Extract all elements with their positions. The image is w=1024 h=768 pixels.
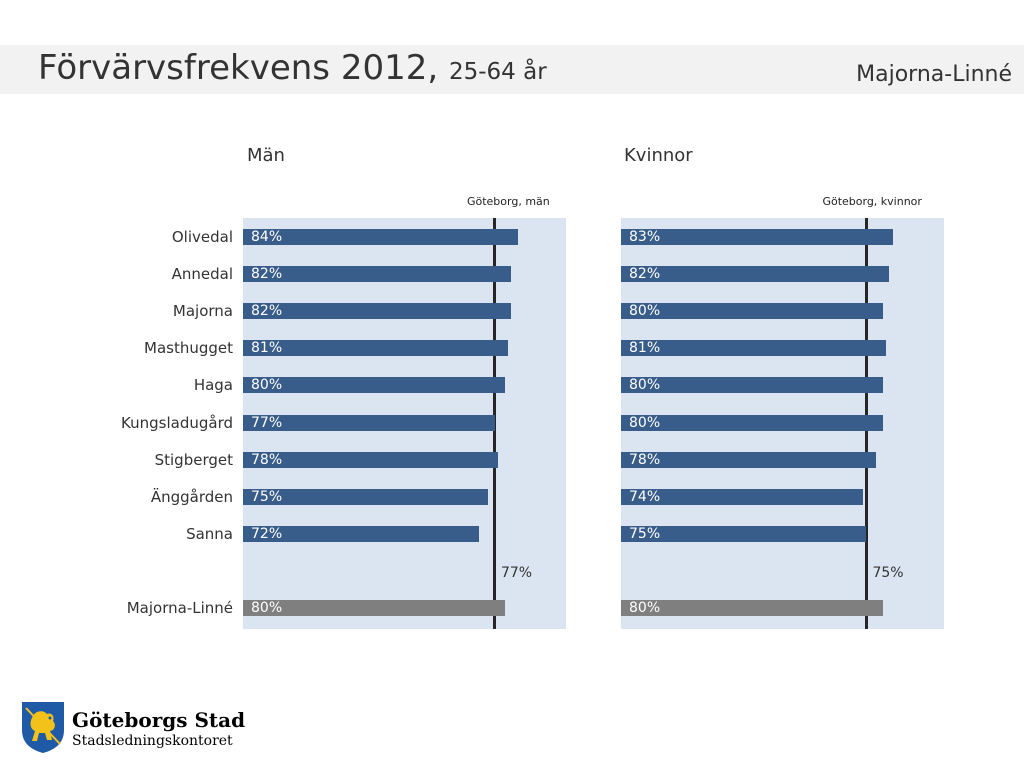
- category-label: Majorna: [172, 302, 233, 320]
- bar-value-label: 80%: [629, 377, 661, 393]
- category-label: Majorna-Linné: [126, 599, 233, 617]
- bar-value-label: 80%: [629, 415, 661, 431]
- bar: 75%: [621, 526, 867, 542]
- bar: 80%: [621, 415, 883, 431]
- bar: 81%: [243, 340, 509, 356]
- bar-value-label: 81%: [251, 340, 283, 356]
- header-band: [0, 45, 1024, 94]
- bar-value-label: 72%: [251, 526, 283, 542]
- reference-line: [493, 218, 497, 629]
- dept-name: Stadsledningskontoret: [72, 733, 233, 749]
- bar: 80%: [621, 600, 883, 616]
- bar-value-label: 82%: [251, 266, 283, 282]
- bar-value-label: 82%: [251, 303, 283, 319]
- reference-value-label: 75%: [872, 565, 904, 581]
- bar-value-label: 84%: [251, 229, 283, 245]
- bar-value-label: 74%: [629, 489, 661, 505]
- bar: 82%: [243, 266, 512, 282]
- bar: 75%: [243, 489, 489, 505]
- category-label: Masthugget: [144, 339, 233, 357]
- title-main: Förvärvsfrekvens 2012,: [38, 48, 439, 88]
- chart-title: Kvinnor: [624, 145, 693, 166]
- bar: 83%: [621, 229, 893, 245]
- bar-value-label: 78%: [251, 452, 283, 468]
- bar-value-label: 80%: [629, 303, 661, 319]
- bar-value-label: 78%: [629, 452, 661, 468]
- org-name: Göteborgs Stad: [72, 708, 246, 732]
- bar: 84%: [243, 229, 518, 245]
- category-label: Stigberget: [154, 451, 233, 469]
- bar: 80%: [243, 377, 505, 393]
- bar-value-label: 77%: [251, 415, 283, 431]
- bar: 78%: [621, 452, 877, 468]
- chart-title: Män: [247, 145, 285, 166]
- bar-value-label: 82%: [629, 266, 661, 282]
- reference-title: Göteborg, män: [466, 195, 550, 208]
- bar: 80%: [621, 377, 883, 393]
- category-label: Annedal: [171, 265, 233, 283]
- bar-value-label: 75%: [629, 526, 661, 542]
- bar: 80%: [621, 303, 883, 319]
- bar: 72%: [243, 526, 479, 542]
- bar: 82%: [243, 303, 512, 319]
- bar: 80%: [243, 600, 505, 616]
- category-label: Sanna: [186, 525, 233, 543]
- title-subtitle: 25-64 år: [448, 59, 547, 85]
- bar-value-label: 80%: [251, 377, 283, 393]
- region-label: Majorna-Linné: [856, 62, 1012, 87]
- bar: 82%: [621, 266, 890, 282]
- category-label: Haga: [193, 376, 233, 394]
- page-title: Förvärvsfrekvens 2012, 25-64 år: [38, 48, 547, 88]
- bar: 78%: [243, 452, 499, 468]
- bar: 81%: [621, 340, 887, 356]
- reference-value-label: 77%: [500, 565, 533, 581]
- reference-title: Göteborg, kvinnor: [822, 195, 922, 208]
- category-label: Olivedal: [171, 228, 233, 246]
- bar-value-label: 75%: [251, 489, 283, 505]
- bar-value-label: 80%: [251, 600, 283, 616]
- goteborg-lion-logo: [22, 702, 64, 753]
- bar-value-label: 83%: [629, 229, 661, 245]
- category-label: Änggården: [150, 488, 233, 506]
- bar-value-label: 81%: [629, 340, 661, 356]
- category-label: Kungsladugård: [121, 414, 233, 432]
- bar: 74%: [621, 489, 864, 505]
- bar: 77%: [243, 415, 495, 431]
- bar-value-label: 80%: [629, 600, 661, 616]
